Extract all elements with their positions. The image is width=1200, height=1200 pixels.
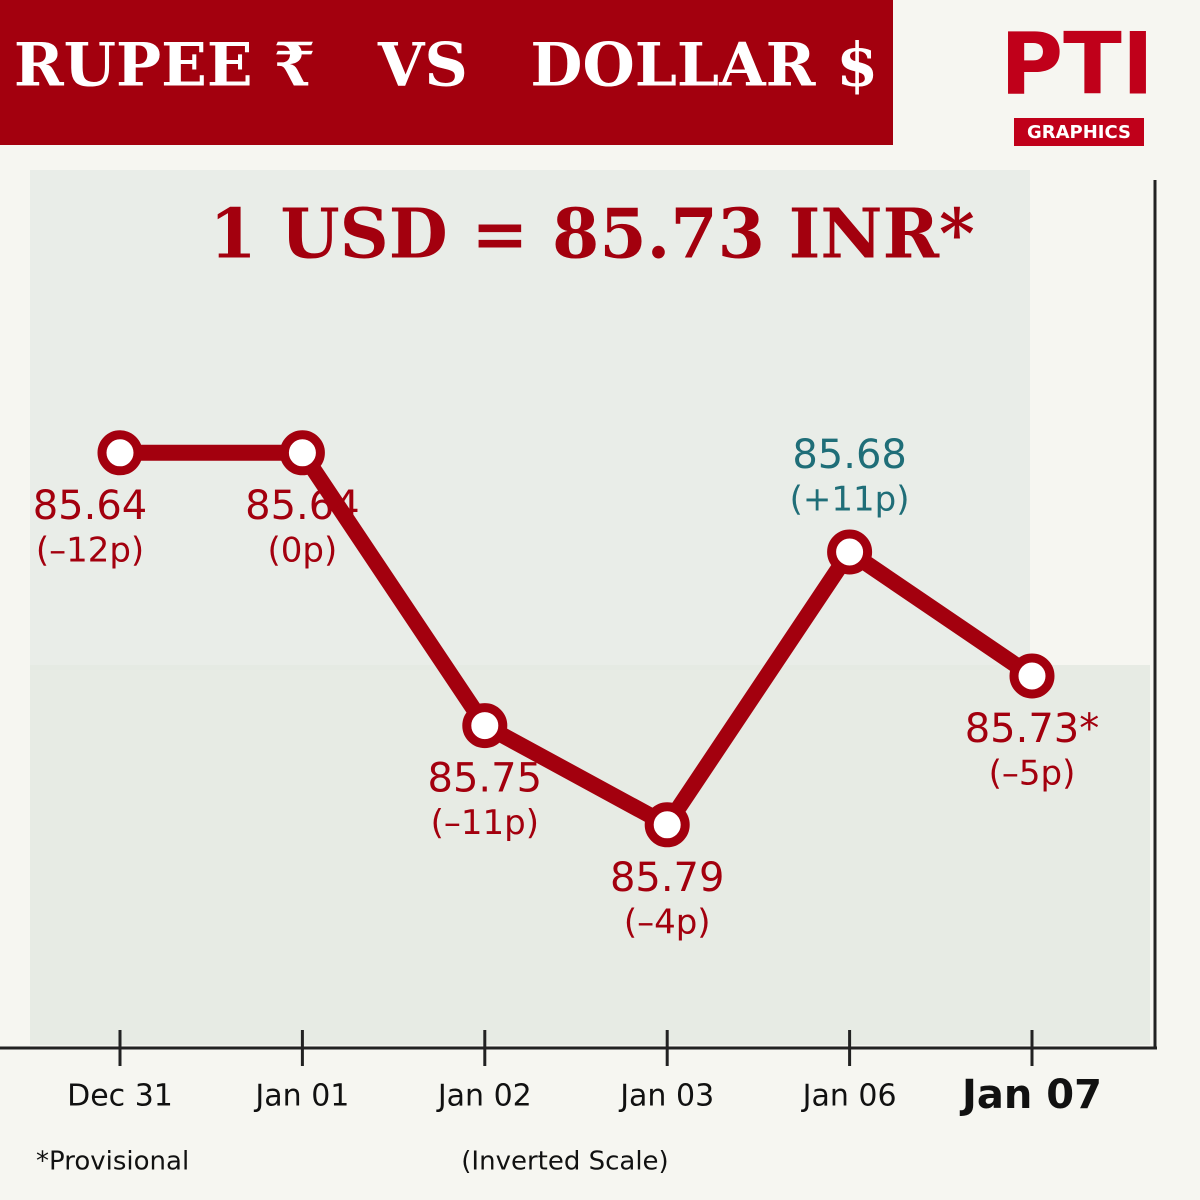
note-image [30,170,1030,670]
change-label: (–11p) [431,803,539,843]
value-label: 85.73* [965,706,1100,752]
point [827,529,873,575]
note-image [30,665,1150,1045]
x-tick-label: Jan 02 [436,1079,532,1114]
point [644,802,690,848]
point [97,430,143,476]
headline: 1 USD = 85.73 INR* [209,195,974,275]
value-label: 85.68 [792,432,907,478]
change-label: (–4p) [624,902,711,942]
value-label: 85.79 [610,855,725,901]
change-label: (+11p) [790,480,910,520]
logo-mark: PTI [1000,14,1154,114]
point [1009,653,1055,699]
change-label: (–12p) [36,530,144,570]
value-label: 85.75 [428,756,543,802]
footnote: *Provisional [36,1147,189,1177]
x-tick-label: Dec 31 [67,1079,173,1114]
logo-box [1014,118,1144,146]
x-tick-label: Jan 01 [253,1079,349,1114]
chart-title: RUPEE ₹ VS DOLLAR $ [14,31,878,101]
logo-label: GRAPHICS [1027,122,1131,143]
line [120,444,1037,833]
change-label: (0p) [268,530,338,570]
x-tick-label: Jan 06 [801,1079,897,1114]
x-tick-label: Jan 07 [959,1072,1102,1118]
title-banner [0,0,893,145]
point [462,703,508,749]
value-label: 85.64 [33,483,148,529]
x-tick-label: Jan 03 [618,1079,714,1114]
scale-note: (Inverted Scale) [461,1147,668,1177]
value-label: 85.64 [245,483,360,529]
change-label: (–5p) [989,754,1076,794]
point [279,430,325,476]
